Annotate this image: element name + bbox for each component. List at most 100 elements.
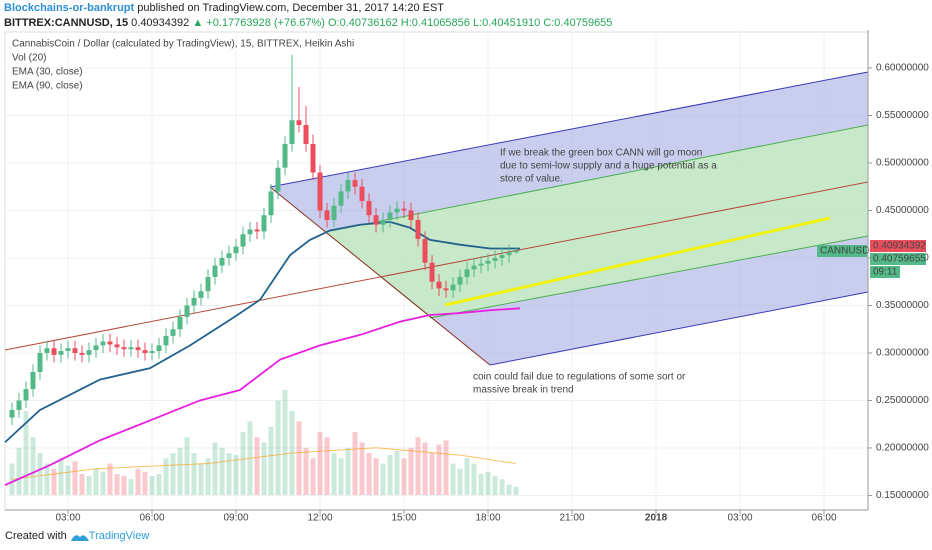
candle-body [394, 208, 400, 213]
candle-body [380, 219, 386, 225]
candle-body [317, 172, 323, 211]
pitchfork-line [269, 71, 869, 188]
candle-body [436, 281, 442, 289]
volume-bar [79, 474, 85, 495]
volume-bar [303, 447, 309, 495]
volume-bar [366, 453, 372, 495]
volume-bar [184, 437, 190, 495]
volume-bar [51, 468, 57, 495]
ema-line [4, 307, 521, 486]
last-price: 0.40934392 [873, 241, 926, 252]
candle-body [240, 234, 246, 247]
candle-body [23, 389, 29, 401]
volume-bar [352, 432, 358, 495]
symbol-label-box [817, 245, 867, 257]
legend-entry: EMA (90, close) [12, 81, 83, 92]
author: Blockchains-or-bankrupt [4, 2, 135, 14]
candle-body [303, 124, 309, 144]
volume-bar [436, 444, 442, 495]
volume-bar [233, 455, 239, 495]
volume-bar [373, 458, 379, 495]
indicators [4, 220, 521, 486]
volume-bar [226, 453, 232, 495]
volume-bar [212, 442, 218, 495]
volume-bar [296, 421, 302, 495]
candle-body [128, 347, 134, 350]
candle-body [401, 208, 407, 211]
candle-body [345, 180, 351, 192]
legend-entry: EMA (30, close) [12, 67, 83, 78]
brand: TradingView [88, 530, 150, 542]
volume-bar [443, 440, 449, 495]
volume-bar [317, 432, 323, 495]
pitchfork-inner [325, 125, 868, 318]
pitchfork-line [324, 124, 869, 233]
countdown: 09:11 [873, 267, 898, 278]
volume-bar [44, 463, 50, 495]
x-tick-label: 09:00 [223, 513, 248, 524]
candle-body [44, 348, 50, 353]
volume [9, 390, 519, 495]
candle-body [177, 316, 183, 330]
candle-body [415, 219, 421, 239]
candle-body [513, 250, 519, 253]
logo [71, 535, 89, 541]
volume-bar [485, 471, 491, 495]
volume-bar [387, 455, 393, 495]
candle-body [114, 344, 120, 348]
x-tick-label: 15:00 [392, 513, 417, 524]
candle-body [212, 265, 218, 277]
candle-body [387, 212, 393, 220]
volume-bar [30, 437, 36, 495]
candle-body [205, 276, 211, 292]
volume-bar [506, 484, 512, 495]
y-tick-label: 0.35000000 [876, 300, 929, 311]
close-price: 0.40759655 [873, 254, 926, 265]
price: 0.40934392 [131, 17, 190, 29]
annotation: coin could fail due to regulations of so… [473, 372, 686, 383]
y-tick-label: 0.55000000 [876, 110, 929, 121]
x-tick-label: 03:00 [728, 513, 753, 524]
volume-bar [324, 437, 330, 495]
ema-line [4, 220, 520, 443]
candle-body [422, 238, 428, 263]
volume-bar [114, 474, 120, 495]
pitchfork-handle [269, 186, 491, 366]
volume-bar [422, 442, 428, 495]
candle-body [72, 348, 78, 353]
ohlc: O:0.40736162 H:0.41065856 L:0.40451910 C… [328, 17, 613, 29]
volume-bar [58, 458, 64, 495]
volume-bar [135, 468, 141, 495]
candle-body [352, 180, 358, 187]
volume-ma [11, 447, 517, 480]
volume-bar [191, 453, 197, 495]
candle-body [79, 352, 85, 355]
volume-bar [100, 471, 106, 495]
volume-bar [492, 476, 498, 495]
candle-body [310, 143, 316, 173]
candle-body [65, 348, 71, 352]
candle-body [86, 350, 92, 355]
candle-body [233, 246, 239, 254]
candle-body [373, 215, 379, 225]
candle-body [338, 191, 344, 206]
volume-bar [156, 474, 162, 495]
x-tick-label: 2018 [645, 513, 668, 524]
last-price-box [870, 240, 926, 252]
trend-line [444, 216, 831, 307]
volume-bar [16, 447, 22, 495]
candle-body [331, 205, 337, 220]
header-line: Blockchains-or-bankrupt published on Tra… [4, 2, 444, 14]
candle-body [9, 409, 15, 418]
candle-body [289, 120, 295, 144]
volume-bar [149, 476, 155, 495]
candle-body [282, 143, 288, 168]
volume-bar [128, 479, 134, 495]
volume-bar [240, 432, 246, 495]
x-tick-label: 03:00 [55, 513, 80, 524]
volume-bar [415, 437, 421, 495]
volume-bar [345, 447, 351, 495]
x-tick-label: 18:00 [476, 513, 501, 524]
y-tick-label: 0.60000000 [876, 63, 929, 74]
x-tick-label: 21:00 [560, 513, 585, 524]
